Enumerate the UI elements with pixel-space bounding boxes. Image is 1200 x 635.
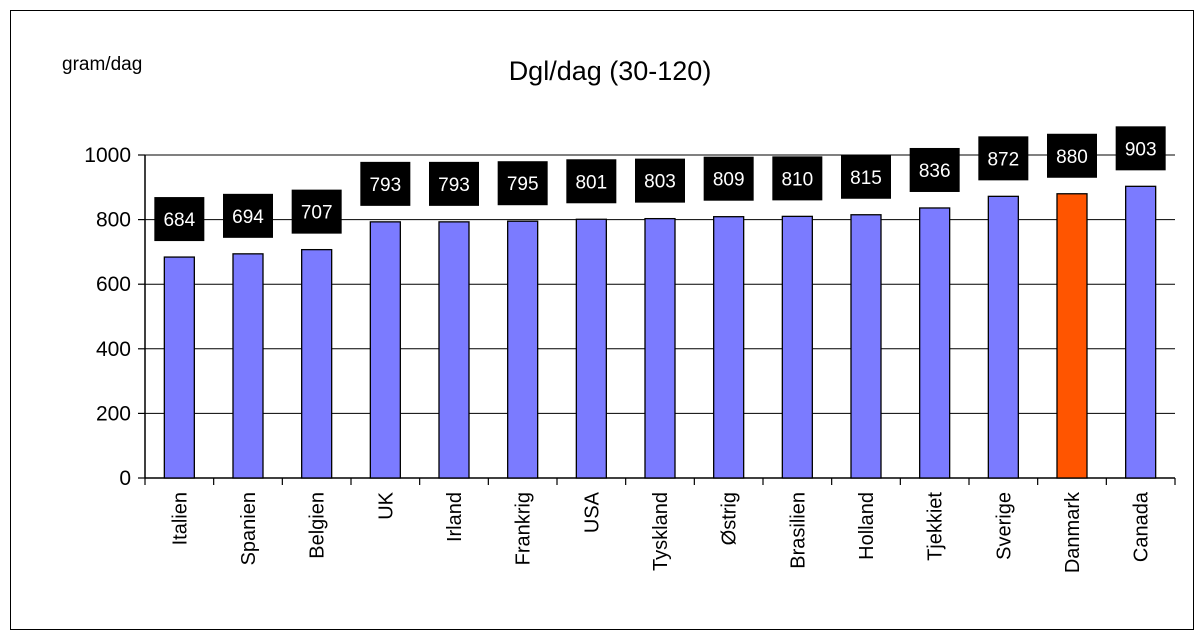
data-label-box — [291, 189, 342, 234]
x-axis — [144, 477, 1176, 485]
data-label: 810 — [781, 169, 813, 190]
category-label: Brasilien — [787, 492, 809, 569]
bar-østrig — [713, 216, 745, 479]
y-tick-label: 200 — [96, 402, 131, 425]
category-label: UK — [375, 491, 397, 519]
data-label: 793 — [369, 175, 401, 196]
category-label: Østrig — [719, 492, 741, 545]
bar-belgien — [301, 248, 333, 479]
data-label: 903 — [1125, 139, 1157, 160]
data-label: 694 — [232, 207, 264, 228]
category-label: Frankrig — [513, 492, 535, 565]
chart-title: Dgl/dag (30-120) — [509, 56, 712, 86]
data-label-box — [1115, 126, 1166, 171]
data-label: 880 — [1056, 147, 1088, 168]
category-label: Irland — [444, 492, 466, 542]
data-label-box — [841, 154, 891, 199]
data-label: 803 — [644, 172, 676, 193]
data-labels: 684 694 707 793 793 795 801 803 809 810 815 836 872 8… — [154, 126, 1166, 242]
category-label: Canada — [1131, 491, 1153, 562]
category-label: Spanien — [238, 492, 260, 565]
data-label: 809 — [713, 170, 745, 191]
data-label-box — [429, 161, 479, 206]
data-label: 836 — [919, 161, 951, 182]
bars — [163, 185, 1157, 479]
data-label: 815 — [850, 168, 882, 189]
category-label: Sverige — [993, 492, 1015, 560]
category-labels: Italien Spanien Belgien UK Irland Frankrig USA… — [169, 491, 1152, 573]
y-tick-label: 1000 — [84, 144, 131, 167]
y-axis-label: gram/dag — [62, 54, 142, 75]
data-label-box — [360, 161, 411, 206]
data-label-box — [223, 193, 273, 238]
data-label: 793 — [438, 175, 470, 196]
data-label-box — [909, 147, 960, 192]
data-label: 795 — [507, 174, 539, 195]
bar-uk — [369, 221, 401, 479]
category-label: Belgien — [307, 492, 329, 559]
bar-irland — [438, 221, 470, 479]
bar-tyskland — [644, 217, 676, 479]
y-axis: 0 200 400 600 800 1000 — [84, 144, 146, 490]
data-label-box — [154, 197, 205, 242]
bar-spanien — [232, 253, 264, 479]
data-label: 801 — [575, 172, 607, 193]
category-label: Danmark — [1062, 491, 1084, 573]
data-label-box — [1047, 133, 1097, 178]
data-label-box — [635, 158, 685, 203]
bar-danmark — [1056, 193, 1088, 479]
data-label: 684 — [163, 210, 195, 231]
data-label: 707 — [301, 203, 333, 224]
bar-tjekkiet — [919, 207, 951, 479]
y-tick-label: 0 — [119, 467, 131, 490]
bar-sverige — [987, 195, 1019, 479]
category-label: Italien — [169, 492, 191, 545]
category-label: Holland — [856, 492, 878, 560]
bar-usa — [575, 218, 607, 479]
data-label-box — [566, 159, 617, 204]
data-label-box — [978, 136, 1029, 181]
bar-holland — [850, 214, 882, 479]
data-label-box — [703, 156, 754, 201]
category-label: USA — [581, 491, 603, 533]
data-label-box — [772, 156, 823, 201]
bar-brasilien — [781, 215, 813, 479]
bar-frankrig — [507, 220, 539, 479]
category-label: Tyskland — [650, 492, 672, 571]
data-label-box — [497, 161, 548, 206]
category-label: Tjekkiet — [925, 492, 947, 561]
bar-canada — [1125, 185, 1157, 479]
bar-italien — [163, 256, 195, 479]
y-tick-label: 800 — [96, 209, 131, 232]
data-label: 872 — [987, 149, 1019, 170]
y-tick-label: 400 — [96, 338, 131, 361]
y-tick-label: 600 — [96, 273, 131, 296]
